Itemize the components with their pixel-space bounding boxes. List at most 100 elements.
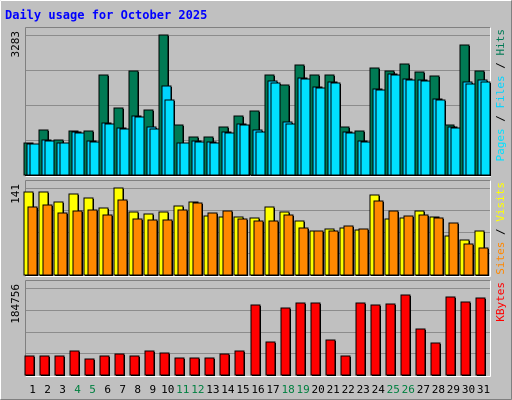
bar-sites-day-30 [463,243,474,276]
panel-kbytes-series-label-part-0: KBytes [494,282,507,322]
x-tick-label-day-4: 4 [74,383,81,396]
bar-kbytes-day-16 [250,304,261,376]
panel-visits-series-label-part-0: Sites [494,242,507,275]
panel-kbytes-max-label: 184756 [9,284,22,324]
panel-visits-series-label-part-1: / [494,222,507,242]
bar-sites-day-10 [162,219,173,276]
x-tick-label-day-25: 25 [387,383,400,396]
panel-hits-series-label-part-2: Files [494,75,507,108]
bar-pages-day-10 [164,99,175,176]
bar-sites-day-9 [147,219,158,276]
bar-sites-day-18 [283,214,294,276]
bar-pages-day-28 [435,99,446,176]
bar-kbytes-day-28 [430,342,441,376]
x-tick-label-day-23: 23 [357,383,370,396]
bar-sites-day-8 [132,218,143,276]
x-tick-label-day-9: 9 [149,383,156,396]
bar-sites-day-17 [268,220,279,276]
bar-kbytes-day-22 [340,355,351,376]
bar-pages-day-6 [104,123,115,176]
bar-sites-day-6 [102,214,113,276]
bar-pages-day-21 [330,82,341,176]
panel-hits-series-label-part-0: Pages [494,128,507,161]
bar-kbytes-day-5 [84,358,95,376]
bar-kbytes-day-11 [174,357,185,376]
bar-kbytes-day-20 [310,302,321,376]
x-tick-label-day-19: 19 [296,383,309,396]
bar-kbytes-day-14 [219,353,230,376]
bar-sites-day-1 [27,206,38,276]
bar-pages-day-27 [420,80,431,176]
bar-kbytes-day-31 [475,297,486,376]
x-tick-label-day-17: 17 [266,383,279,396]
panel-visits-series-label-part-2: Visits [494,182,507,222]
x-tick-label-day-10: 10 [161,383,174,396]
bar-pages-day-7 [119,128,130,176]
bar-kbytes-day-21 [325,339,336,376]
bar-sites-day-27 [418,214,429,276]
panel-visits-max-label: 141 [9,184,22,204]
bar-pages-day-2 [44,140,55,176]
bar-sites-day-23 [358,228,369,276]
x-tick-label-day-7: 7 [119,383,126,396]
panel-kbytes: 184756 KBytes [9,280,507,377]
x-tick-label-day-13: 13 [206,383,219,396]
x-tick-label-day-30: 30 [462,383,475,396]
bar-kbytes-day-29 [445,296,456,376]
x-tick-label-day-16: 16 [251,383,264,396]
x-tick-label-day-20: 20 [311,383,324,396]
bar-pages-day-29 [450,127,461,176]
bar-pages-day-3 [59,142,70,176]
bar-pages-day-15 [239,124,250,176]
bar-kbytes-day-8 [129,355,140,376]
bar-kbytes-day-10 [159,352,170,376]
x-tick-label-day-22: 22 [342,383,355,396]
bar-pages-day-26 [405,79,416,176]
bar-pages-day-31 [480,81,491,176]
bar-pages-day-17 [270,82,281,176]
x-tick-label-day-24: 24 [372,383,386,396]
bar-sites-day-12 [192,202,203,276]
bar-pages-day-14 [224,132,235,176]
bar-sites-day-22 [343,225,354,276]
bar-pages-day-16 [255,131,266,176]
panel-hits-series-label: Pages / Files / Hits [494,29,507,162]
bar-sites-day-20 [313,230,324,276]
x-tick-label-day-8: 8 [134,383,141,396]
bar-kbytes-day-23 [355,302,366,376]
bar-sites-day-19 [298,227,309,276]
bar-sites-day-29 [448,222,459,276]
bar-kbytes-day-2 [39,355,50,376]
panel-visits: 141 Sites / Visits [9,180,507,277]
x-tick-label-day-5: 5 [89,383,96,396]
bar-kbytes-day-7 [114,353,125,376]
bar-kbytes-day-24 [370,304,381,376]
bar-pages-day-5 [89,141,100,176]
bar-pages-day-18 [285,123,296,176]
bar-sites-day-15 [237,218,248,276]
chart-panels: 3283 Pages / Files / Hits 141 Sites / Visit… [9,27,507,377]
x-tick-label-day-31: 31 [477,383,490,396]
x-axis-tick-labels: 1 2 3 4 5 6 7 8 9 10 11 12 13 14 15 16 17 18 19 20 21 22 23 24 2… [29,383,490,396]
bar-sites-day-7 [117,199,128,276]
panel-visits-series-label: Sites / Visits [494,182,507,275]
bar-sites-day-25 [388,210,399,276]
bar-sites-day-5 [87,209,98,276]
bar-kbytes-day-4 [69,350,80,376]
x-tick-label-day-26: 26 [402,383,415,396]
panel-hits-series-label-part-3: / [494,56,507,76]
bar-sites-day-4 [72,210,83,276]
panel-hits-max-label: 3283 [9,31,22,58]
bar-kbytes-day-17 [265,341,276,376]
x-tick-label-day-21: 21 [327,383,340,396]
panel-kbytes-series-label: KBytes [494,282,507,322]
bar-pages-day-22 [345,132,356,176]
panel-hits: 3283 Pages / Files / Hits [9,27,507,177]
bar-kbytes-day-1 [24,355,35,376]
x-tick-label-day-15: 15 [236,383,249,396]
bar-sites-day-2 [42,204,53,276]
bar-sites-day-21 [328,230,339,276]
x-tick-label-day-1: 1 [29,383,36,396]
bar-sites-day-16 [253,220,264,276]
bar-kbytes-day-6 [99,355,110,376]
